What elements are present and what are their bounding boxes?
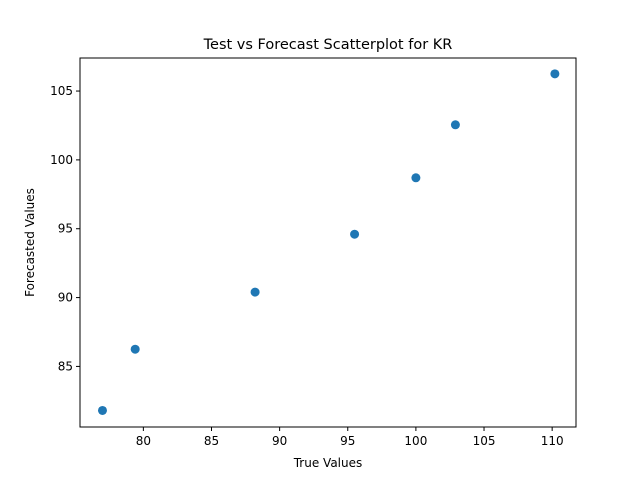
y-tick-label: 100 <box>50 153 73 167</box>
scatter-point <box>350 229 360 239</box>
x-tick-label: 105 <box>473 434 496 448</box>
data-points <box>97 69 560 415</box>
y-axis-ticks: 85 90 95 100 105 <box>50 84 80 373</box>
x-tick-label: 100 <box>404 434 427 448</box>
x-tick-label: 95 <box>340 434 355 448</box>
scatter-point <box>450 120 460 130</box>
chart-title: Test vs Forecast Scatterplot for KR <box>203 37 453 53</box>
y-tick-label: 90 <box>58 291 73 305</box>
x-tick-label: 80 <box>136 434 151 448</box>
x-axis-ticks: 80 85 90 95 100 105 110 <box>136 427 564 448</box>
scatter-point <box>550 69 560 79</box>
y-tick-label: 95 <box>58 222 73 236</box>
x-tick-label: 85 <box>204 434 219 448</box>
scatter-point <box>250 287 260 297</box>
y-tick-label: 85 <box>58 359 73 373</box>
scatter-point <box>411 173 421 183</box>
axes-frame <box>79 57 577 428</box>
scatter-point <box>97 405 107 415</box>
x-tick-label: 110 <box>541 434 564 448</box>
scatter-point <box>130 344 140 354</box>
y-tick-label: 105 <box>50 84 73 98</box>
y-axis-label: Forecasted Values <box>23 188 37 297</box>
x-axis-label: True Values <box>293 456 363 470</box>
x-tick-label: 90 <box>272 434 287 448</box>
